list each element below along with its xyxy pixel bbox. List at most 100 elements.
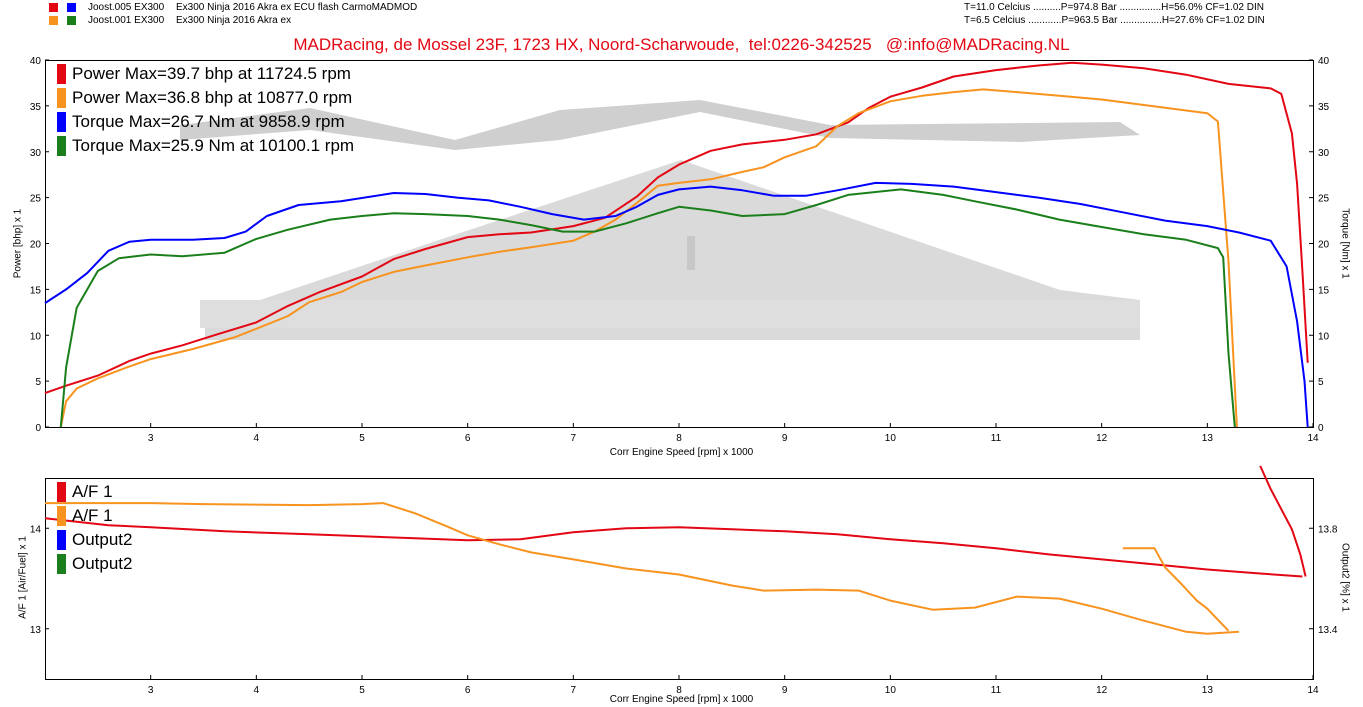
power-torque-series-line-3 [59,188,1236,428]
power-torque-x-tick-label: 10 [885,433,897,444]
legend-item: Torque Max=26.7 Nm at 9858.9 rpm [57,110,354,134]
power-torque-x-tick-label: 3 [148,433,154,444]
power-torque-series-group [44,61,1309,428]
run2-description: Ex300 Ninja 2016 Akra ex [176,15,292,26]
legend-label: A/F 1 [72,482,113,501]
power-torque-y-left-tick-label: 25 [30,194,42,205]
power-torque-y-right-tick-label: 25 [1318,194,1330,205]
legend-swatch-run1-af [57,482,66,502]
af-y-right-tick-label: 13.8 [1318,524,1338,535]
legend-swatch-run1-power [57,64,66,84]
power-torque-y-right-tick-label: 30 [1318,148,1330,159]
legend-swatch-run2-output2 [57,554,66,574]
power-torque-y-right-tick-label: 15 [1318,285,1330,296]
af-y-right-tick-label: 13.4 [1318,625,1338,636]
legend-swatch-run2-torque [57,136,66,156]
af-x-tick-label: 7 [571,685,577,696]
legend-item: Power Max=36.8 bhp at 10877.0 rpm [57,86,354,110]
power-torque-y-left-tick-label: 30 [30,148,42,159]
af-x-tick-label: 10 [885,685,897,696]
af-series-line-0 [44,517,1303,578]
legend-label: Power Max=39.7 bhp at 11724.5 rpm [72,64,351,83]
legend-swatch-run1-torque [57,112,66,132]
af-y-left-tick-label: 14 [30,524,42,535]
af-axes: 3 4 5 6 7 8 9 10 11 12 13 14 13 14 13.4 13.8 [30,524,1338,696]
run2-label: Joost.001 EX300 [88,15,165,26]
af-series-line-2 [45,502,1240,635]
af-x-tick-label: 4 [254,685,260,696]
run2-conditions: T=6.5 Celcius ............P=963.5 Bar ..… [964,15,1265,26]
power-torque-y-right-tick-label: 10 [1318,331,1330,342]
power-torque-x-tick-label: 11 [991,433,1002,444]
power-torque-y-left-tick-label: 15 [30,285,42,296]
af-x-tick-label: 3 [148,685,154,696]
af-x-tick-label: 5 [359,685,365,696]
af-series-group [44,465,1307,635]
run1-description: Ex300 Ninja 2016 Akra ex ECU flash Carmo… [176,2,418,13]
legend-label: A/F 1 [72,506,113,525]
legend-label: Power Max=36.8 bhp at 10877.0 rpm [72,88,353,107]
power-torque-x-tick-label: 7 [571,433,577,444]
power-torque-x-tick-label: 12 [1096,433,1108,444]
power-torque-x-tick-label: 8 [676,433,682,444]
legend-label: Torque Max=26.7 Nm at 9858.9 rpm [72,112,345,131]
af-x-tick-label: 8 [676,685,682,696]
af-x-tick-label: 12 [1096,685,1108,696]
run1-label: Joost.005 EX300 [88,2,165,13]
legend-item: Power Max=39.7 bhp at 11724.5 rpm [57,62,354,86]
legend-item: Output2 [57,528,133,552]
af-series-line-1 [1259,465,1307,577]
power-torque-y-right-tick-label: 20 [1318,240,1330,251]
run1-power-swatch [49,3,58,12]
power-torque-legend: Power Max=39.7 bhp at 11724.5 rpm Power … [57,62,354,158]
top-x-axis-label: Corr Engine Speed [rpm] x 1000 [609,447,754,458]
power-torque-series-line-1 [59,88,1238,428]
power-torque-x-tick-label: 6 [465,433,471,444]
power-torque-y-left-tick-label: 0 [35,423,41,434]
power-torque-x-tick-label: 14 [1307,433,1319,444]
legend-label: Output2 [72,554,133,573]
af-x-tick-label: 11 [991,685,1002,696]
legend-item: Output2 [57,552,133,576]
power-torque-y-right-tick-label: 5 [1318,377,1324,388]
legend-item: A/F 1 [57,480,133,504]
legend-swatch-run2-power [57,88,66,108]
power-torque-x-tick-label: 13 [1202,433,1214,444]
run1-torque-swatch [67,3,76,12]
contact-banner: MADRacing, de Mossel 23F, 1723 HX, Noord… [293,35,1070,54]
af-legend: A/F 1 A/F 1 Output2 Output2 [57,480,133,576]
af-axis-label: A/F 1 [Air/Fuel] x 1 [17,536,29,619]
af-x-tick-label: 6 [465,685,471,696]
power-torque-series-line-2 [44,181,1309,428]
af-x-tick-label: 9 [782,685,788,696]
af-series-line-3 [1122,547,1230,632]
run1-conditions: T=11.0 Celcius ..........P=974.8 Bar ...… [964,2,1264,13]
run2-power-swatch [49,16,58,25]
run2-torque-swatch [67,16,76,25]
power-torque-y-left-tick-label: 5 [35,377,41,388]
legend-swatch-run2-af [57,506,66,526]
power-torque-y-left-tick-label: 10 [30,331,42,342]
power-torque-y-left-tick-label: 35 [30,102,42,113]
af-plot-frame [45,478,1314,680]
power-torque-y-right-tick-label: 40 [1318,56,1330,67]
af-x-tick-label: 14 [1307,685,1319,696]
power-torque-y-right-tick-label: 35 [1318,102,1330,113]
af-x-tick-label: 13 [1202,685,1214,696]
power-torque-y-left-tick-label: 40 [30,56,42,67]
power-torque-axes: 3 4 5 6 7 8 9 10 11 12 13 1405101520253035400510152… [30,56,1330,444]
mad-watermark [180,100,1140,340]
legend-swatch-run1-output2 [57,530,66,550]
power-torque-x-tick-label: 9 [782,433,788,444]
output2-axis-label: Output2 [%] x 1 [1339,543,1351,612]
power-torque-y-left-tick-label: 20 [30,240,42,251]
power-torque-x-tick-label: 5 [359,433,365,444]
power-torque-y-right-tick-label: 0 [1318,423,1324,434]
power-torque-x-tick-label: 4 [254,433,260,444]
legend-label: Torque Max=25.9 Nm at 10100.1 rpm [72,136,355,155]
legend-label: Output2 [72,530,133,549]
legend-item: Torque Max=25.9 Nm at 10100.1 rpm [57,134,354,158]
legend-item: A/F 1 [57,504,133,528]
